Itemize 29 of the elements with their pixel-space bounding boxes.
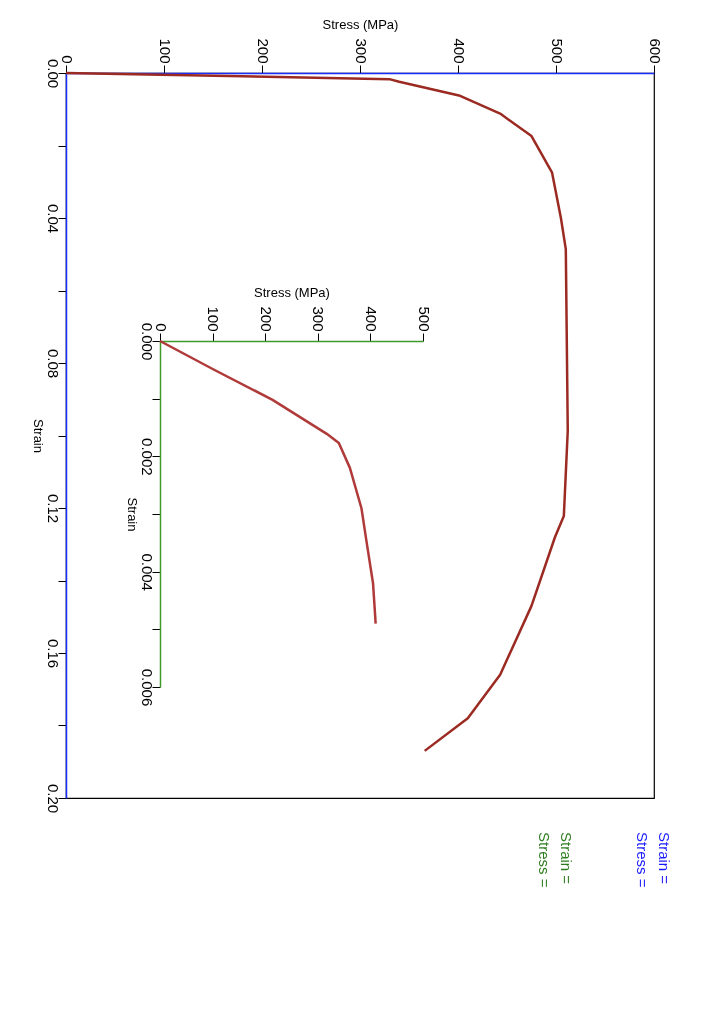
text: Strain = [558, 832, 575, 885]
x-tick-label: 200 [257, 306, 275, 332]
x-tick-label: 100 [205, 306, 223, 332]
y-tick-label: 0.16 [44, 638, 62, 669]
text: Stress = [536, 832, 553, 888]
y-tick-label: 0.12 [44, 493, 62, 524]
y-tick-label: 0.004 [138, 553, 156, 591]
line-series [64, 71, 570, 753]
x-tick-label: 600 [646, 38, 664, 64]
x-tick-label: 300 [310, 306, 328, 332]
x-tick-label: 300 [352, 38, 370, 64]
y-axis-title: Strain [124, 497, 140, 532]
y-tick-label: 0.002 [138, 438, 156, 476]
y-tick-label: 0.20 [44, 783, 62, 814]
x-tick-label: 400 [362, 306, 380, 332]
text: Strain = [656, 832, 673, 885]
x-axis-title: Stress (MPa) [322, 17, 399, 33]
y-axis-title: Strain [30, 419, 46, 453]
y-tick-label: 0.006 [138, 668, 156, 707]
text: Stress = [634, 832, 651, 888]
x-tick-label: 500 [415, 306, 433, 332]
y-tick-label: 0.08 [44, 348, 62, 379]
x-tick-label: 400 [450, 38, 468, 64]
x-tick-label: 200 [254, 38, 272, 64]
x-tick-label: 500 [548, 38, 566, 64]
line-series [158, 339, 377, 625]
x-tick-label: 100 [156, 38, 174, 64]
y-tick-label: 0.04 [44, 203, 62, 234]
x-axis-title: Stress (MPa) [254, 285, 330, 301]
